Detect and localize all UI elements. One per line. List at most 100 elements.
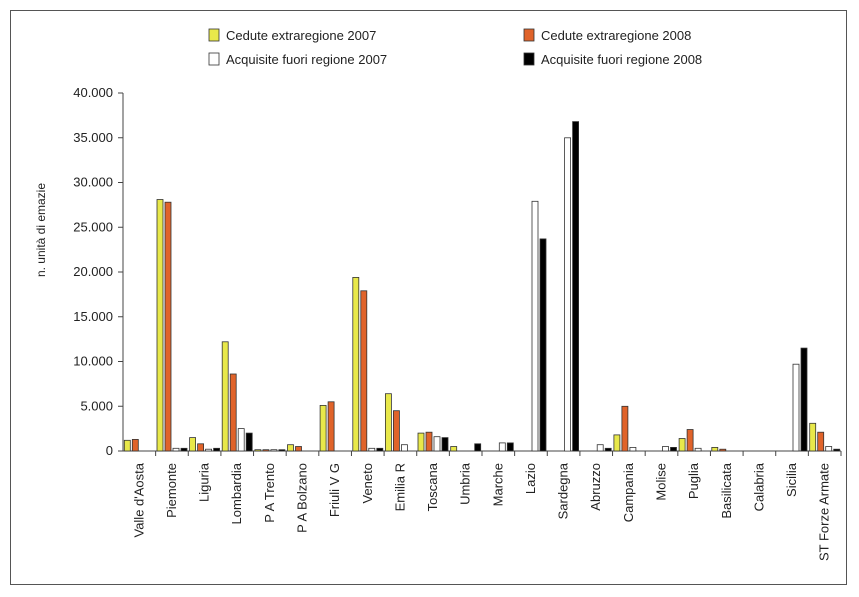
bar-cedute-extraregione-2008-puglia (686, 429, 694, 452)
bar-cedute-extraregione-2008-veneto (360, 290, 368, 452)
category-label-friuli-v-g: Friuli V G (327, 463, 342, 517)
bar-acquisite-fuori-regione-2007-lazio (531, 200, 539, 452)
bar-acquisite-fuori-regione-2007-puglia (694, 447, 702, 452)
y-tick-label: 15.000 (73, 309, 113, 324)
bar-cedute-extraregione-2007-piemonte (156, 199, 164, 452)
bar-cedute-extraregione-2008-piemonte (164, 201, 172, 452)
bar-group-lazio (531, 200, 547, 452)
bar-cedute-extraregione-2008-st-forze-armate (817, 431, 825, 452)
legend-item-acquisite-fuori-regione-2007: Acquisite fuori regione 2007 (208, 52, 387, 67)
bar-acquisite-fuori-regione-2008-p-a-trento (278, 449, 286, 452)
bar-acquisite-fuori-regione-2007-sardegna (564, 137, 571, 452)
bar-acquisite-fuori-regione-2007-toscana (433, 436, 441, 452)
bar-cedute-extraregione-2008-valle-d-aosta (131, 438, 139, 452)
bar-acquisite-fuori-regione-2007-veneto (368, 447, 376, 452)
category-label-molise: Molise (654, 463, 669, 501)
bar-acquisite-fuori-regione-2008-st-forze-armate (833, 448, 841, 452)
y-axis-label: n. unità di emazie (34, 183, 48, 277)
y-tick-label: 30.000 (73, 175, 113, 190)
bar-group-valle-d-aosta (123, 438, 139, 452)
bar-cedute-extraregione-2007-p-a-bolzano (287, 444, 294, 452)
bar-acquisite-fuori-regione-2007-campania (629, 446, 637, 452)
bar-group-liguria (189, 437, 221, 452)
category-label-calabria: Calabria (751, 462, 766, 511)
category-label-st-forze-armate: ST Forze Armate (817, 463, 832, 561)
chart-frame: Cedute extraregione 2007 Cedute extraregi… (10, 10, 847, 585)
bar-cedute-extraregione-2007-puglia (678, 438, 686, 452)
bar-acquisite-fuori-regione-2007-liguria (205, 448, 213, 452)
category-label-sicilia: Sicilia (784, 462, 799, 497)
bar-group-sardegna (564, 121, 579, 452)
y-tick-label: 0 (106, 443, 113, 458)
bar-cedute-extraregione-2008-liguria (197, 443, 205, 452)
category-label-piemonte: Piemonte (164, 463, 179, 518)
bar-group-umbria (450, 443, 482, 452)
bar-cedute-extraregione-2007-liguria (189, 437, 197, 452)
legend-swatch (523, 28, 535, 42)
legend-swatch (523, 52, 535, 66)
bar-acquisite-fuori-regione-2007-piemonte (172, 447, 180, 452)
legend-label: Acquisite fuori regione 2007 (226, 52, 387, 67)
category-label-abruzzo: Abruzzo (588, 463, 603, 511)
bar-group-puglia (678, 429, 702, 452)
bar-group-lombardia (221, 341, 253, 452)
x-category-labels: Valle d'Aosta Piemonte Liguria Lombardia P A… (131, 462, 831, 561)
bar-cedute-extraregione-2008-p-a-bolzano (295, 446, 302, 452)
y-tick-label: 35.000 (73, 130, 113, 145)
bar-acquisite-fuori-regione-2008-sardegna (572, 121, 579, 452)
bar-acquisite-fuori-regione-2008-sicilia (800, 347, 808, 452)
category-label-marche: Marche (490, 463, 505, 506)
bar-cedute-extraregione-2007-st-forze-armate (809, 422, 817, 452)
bar-group-abruzzo (596, 444, 612, 452)
category-label-lazio: Lazio (523, 463, 538, 494)
bar-chart: Cedute extraregione 2007 Cedute extraregi… (34, 28, 842, 561)
bar-acquisite-fuori-regione-2008-marche (506, 442, 514, 452)
legend-swatch (208, 52, 220, 66)
bar-acquisite-fuori-regione-2008-molise (670, 446, 677, 452)
bar-acquisite-fuori-regione-2007-marche (498, 442, 506, 452)
bar-cedute-extraregione-2007-friuli-v-g (319, 404, 327, 452)
legend-label: Cedute extraregione 2007 (226, 28, 376, 43)
bar-cedute-extraregione-2007-umbria (450, 446, 458, 452)
bar-acquisite-fuori-regione-2008-umbria (474, 443, 482, 452)
bar-group-emilia-r (384, 393, 408, 452)
bar-cedute-extraregione-2007-toscana (417, 432, 425, 452)
bar-cedute-extraregione-2007-veneto (352, 276, 360, 452)
category-label-p-a-bolzano: P A Bolzano (295, 463, 310, 533)
bar-cedute-extraregione-2008-basilicata (719, 448, 727, 452)
bar-cedute-extraregione-2008-toscana (425, 431, 433, 452)
bar-cedute-extraregione-2008-emilia-r (392, 410, 400, 452)
category-label-campania: Campania (621, 462, 636, 522)
legend-swatch (208, 28, 220, 42)
bar-cedute-extraregione-2007-valle-d-aosta (123, 439, 131, 452)
bar-cedute-extraregione-2007-basilicata (711, 446, 719, 452)
category-label-veneto: Veneto (360, 463, 375, 504)
bar-acquisite-fuori-regione-2007-abruzzo (596, 444, 604, 452)
y-tick-label: 20.000 (73, 264, 113, 279)
category-label-liguria: Liguria (197, 462, 212, 502)
bar-group-st-forze-armate (809, 422, 841, 452)
bar-acquisite-fuori-regione-2008-lombardia (245, 432, 253, 452)
bar-acquisite-fuori-regione-2008-liguria (213, 447, 221, 452)
legend-label: Acquisite fuori regione 2008 (541, 52, 702, 67)
bar-cedute-extraregione-2008-lombardia (229, 373, 237, 452)
y-ticks: 0 5.000 10.000 15.000 20.000 25.000 30.000 35.0… (73, 85, 842, 458)
bar-acquisite-fuori-regione-2007-molise (662, 446, 669, 452)
bar-acquisite-fuori-regione-2007-emilia-r (400, 444, 408, 452)
y-tick-label: 25.000 (73, 219, 113, 234)
bar-acquisite-fuori-regione-2007-sicilia (792, 363, 800, 452)
bar-acquisite-fuori-regione-2007-p-a-trento (270, 449, 278, 452)
y-tick-label: 5.000 (80, 398, 113, 413)
bar-group-molise (662, 446, 677, 452)
y-tick-label: 40.000 (73, 85, 113, 100)
y-tick-label: 10.000 (73, 354, 113, 369)
bar-group-marche (498, 442, 514, 452)
bar-cedute-extraregione-2007-emilia-r (384, 393, 392, 452)
bar-group-campania (613, 405, 637, 452)
category-label-basilicata: Basilicata (719, 462, 734, 518)
bar-cedute-extraregione-2007-lombardia (221, 341, 229, 452)
legend-item-cedute-extraregione-2007: Cedute extraregione 2007 (208, 28, 376, 43)
bar-group-sicilia (792, 347, 808, 452)
bar-acquisite-fuori-regione-2008-toscana (441, 437, 449, 452)
bar-group-veneto (352, 276, 384, 452)
